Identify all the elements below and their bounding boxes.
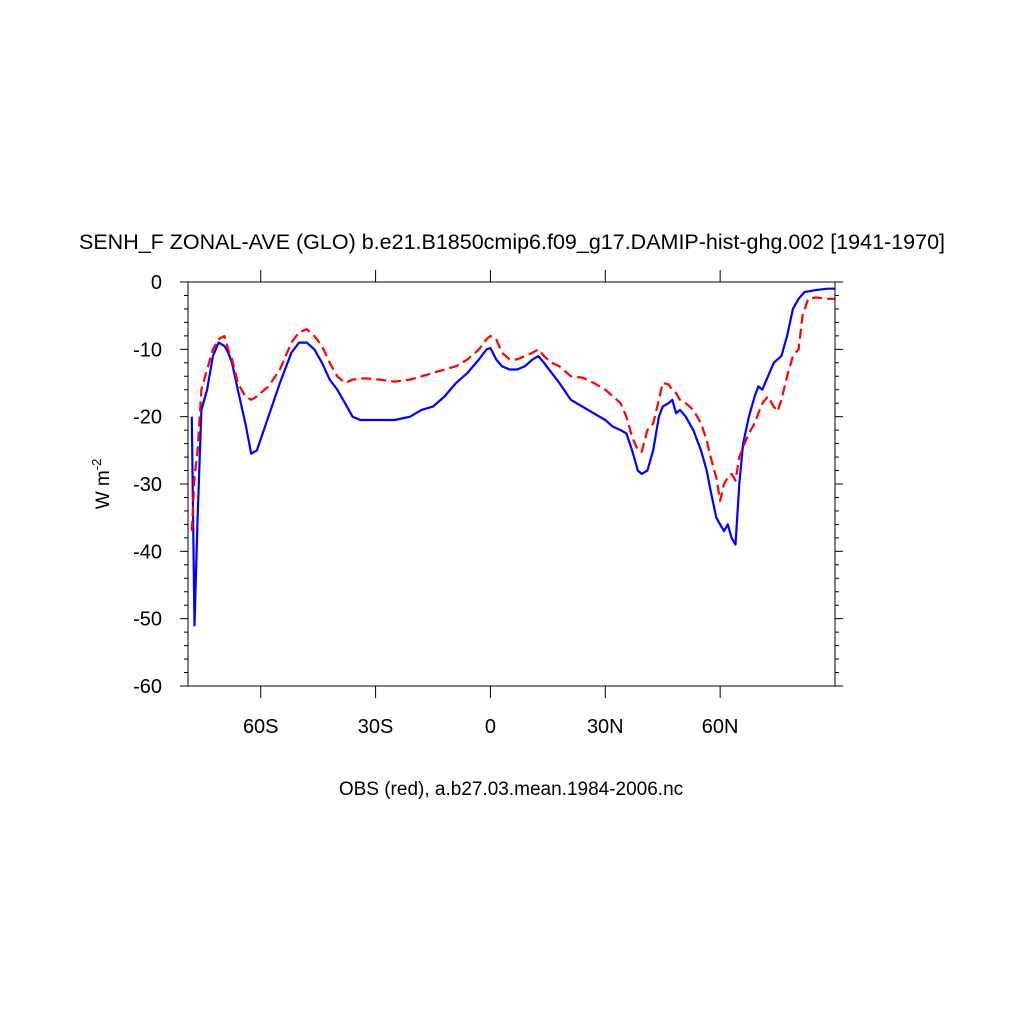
plot-frame — [187, 281, 836, 687]
y-tick-label: -60 — [133, 676, 162, 698]
x-tick-label: 60N — [702, 716, 739, 738]
series-line-model — [190, 287, 835, 627]
y-axis-label-units: W m — [93, 470, 114, 509]
series-line-obs — [190, 296, 835, 532]
y-tick-label: -20 — [133, 407, 162, 429]
x-tick-label: 30S — [358, 716, 394, 738]
x-tick-label: 60S — [243, 716, 279, 738]
y-tick-label: -50 — [133, 609, 162, 631]
y-axis-label: W m-2 — [89, 459, 114, 510]
y-tick-label: 0 — [151, 272, 162, 294]
x-axis-label: OBS (red), a.b27.03.mean.1984-2006.nc — [339, 779, 683, 800]
y-tick-label: -10 — [133, 339, 162, 361]
x-tick-label: 0 — [485, 716, 496, 738]
plot-area: 0 -10 -20 -30 -40 -50 -60 60S 30S 0 30N 60N — [133, 270, 843, 738]
y-axis-label-exponent: -2 — [89, 459, 104, 471]
y-tick-label: -30 — [133, 474, 162, 496]
y-tick-label: -40 — [133, 541, 162, 563]
chart-title: SENH_F ZONAL-AVE (GLO) b.e21.B1850cmip6.… — [79, 230, 945, 254]
x-tick-label: 30N — [587, 716, 624, 738]
